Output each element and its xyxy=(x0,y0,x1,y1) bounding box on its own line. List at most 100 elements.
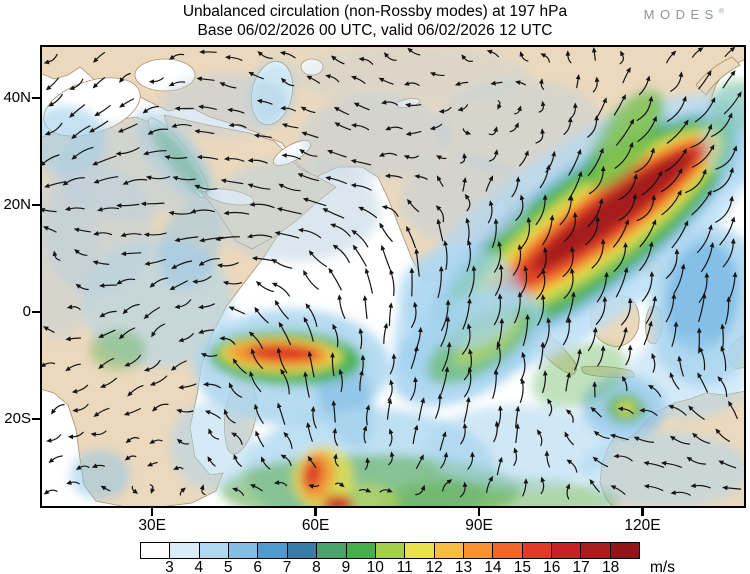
wind-vector xyxy=(253,203,275,209)
wind-vector-head xyxy=(194,129,200,134)
wind-vector xyxy=(200,78,215,81)
wind-vector-head xyxy=(406,225,411,232)
wind-vector-head xyxy=(623,326,628,333)
wind-vector-head xyxy=(253,133,260,139)
colorbar-tick-label: 15 xyxy=(513,559,531,574)
wind-vector xyxy=(46,227,57,233)
colorbar-tick-label: 10 xyxy=(366,559,384,574)
wind-vector-head xyxy=(115,151,121,156)
wind-vector-head xyxy=(732,271,738,278)
wind-vector xyxy=(613,246,627,272)
wind-vector xyxy=(124,252,142,255)
wind-vector-head xyxy=(381,205,388,210)
wind-vector-head xyxy=(629,118,635,125)
wind-vector-head xyxy=(127,391,133,397)
wind-vector xyxy=(548,401,553,417)
wind-vector xyxy=(326,209,345,219)
wind-vector xyxy=(591,242,604,269)
wind-vector-head xyxy=(413,301,418,308)
wind-vector-head xyxy=(338,368,344,375)
wind-vector xyxy=(182,383,197,388)
wind-vector-head xyxy=(93,411,100,417)
wind-vector-head xyxy=(281,153,287,158)
wind-vector-head xyxy=(602,296,608,302)
wind-vector xyxy=(252,352,264,369)
wind-vector xyxy=(281,185,301,192)
wind-vector-head xyxy=(248,331,255,337)
wind-vector xyxy=(335,246,350,264)
wind-vector xyxy=(389,432,393,447)
wind-vector xyxy=(493,297,501,326)
wind-vector xyxy=(670,75,682,92)
wind-vector xyxy=(460,157,466,164)
wind-vector xyxy=(485,179,492,192)
wind-vector xyxy=(407,82,420,86)
colorbar-cell xyxy=(199,543,230,558)
wind-vector xyxy=(567,175,581,201)
wind-vector-head xyxy=(332,427,338,434)
wind-vector xyxy=(172,212,193,215)
wind-vector-head xyxy=(100,383,106,388)
wind-vector xyxy=(618,330,627,351)
wind-vector xyxy=(232,307,245,315)
wind-vector-head xyxy=(519,51,525,57)
wind-vector-head xyxy=(566,317,572,323)
wind-vector xyxy=(354,184,372,191)
wind-vector-head xyxy=(600,345,606,351)
wind-vector xyxy=(634,151,654,173)
wind-vector xyxy=(466,197,471,212)
wind-vector-head xyxy=(462,177,467,183)
wind-vector xyxy=(723,94,740,115)
wind-vector xyxy=(97,176,119,182)
wind-vector xyxy=(536,251,547,278)
wind-vector-head xyxy=(274,299,280,306)
wind-vector xyxy=(72,431,84,438)
wind-vector-head xyxy=(249,202,255,207)
wind-vector xyxy=(278,481,288,487)
wind-vector-head xyxy=(407,47,413,53)
wind-vector xyxy=(278,406,286,425)
wind-vector xyxy=(236,489,244,496)
wind-vector xyxy=(232,124,247,129)
wind-vector-head xyxy=(730,216,736,223)
wind-vector-head xyxy=(71,388,78,394)
wind-vector xyxy=(388,455,393,466)
wind-vector-head xyxy=(708,224,713,230)
wind-vector-head xyxy=(384,52,390,58)
wind-vector-head xyxy=(379,222,385,229)
wind-vector-head xyxy=(124,455,131,461)
wind-vector-head xyxy=(643,484,650,489)
wind-vector-head xyxy=(571,291,576,297)
wind-vector-head xyxy=(627,344,633,350)
wind-vector xyxy=(410,50,421,56)
wind-vector xyxy=(234,361,247,374)
y-axis-tick xyxy=(32,310,40,314)
y-axis-tick xyxy=(32,203,40,207)
wind-vector xyxy=(685,172,706,194)
wind-vector xyxy=(306,199,327,207)
wind-speed-blob xyxy=(323,495,353,508)
wind-vector-head xyxy=(223,408,229,415)
wind-vector xyxy=(251,159,268,164)
wind-vector-head xyxy=(350,75,357,81)
wind-vector-head xyxy=(99,312,106,318)
wind-vector xyxy=(65,177,85,184)
wind-vector xyxy=(389,175,403,179)
wind-vector xyxy=(74,125,91,137)
wind-vector xyxy=(95,464,105,467)
wind-vector xyxy=(620,301,631,326)
wind-vector-head xyxy=(92,83,99,89)
wind-vector xyxy=(418,175,428,180)
wind-vector-head xyxy=(419,454,424,461)
wind-vector xyxy=(542,374,546,393)
wind-vector-head xyxy=(383,322,388,329)
wind-vector-head xyxy=(623,266,629,273)
wind-vector xyxy=(97,232,112,236)
wind-vector-head xyxy=(683,119,689,126)
wind-vector xyxy=(666,99,686,122)
wind-vector xyxy=(593,409,602,418)
wind-vector-head xyxy=(729,167,734,173)
y-axis-label: 20N xyxy=(3,195,31,213)
wind-vector xyxy=(715,199,733,223)
wind-vector xyxy=(153,77,164,83)
